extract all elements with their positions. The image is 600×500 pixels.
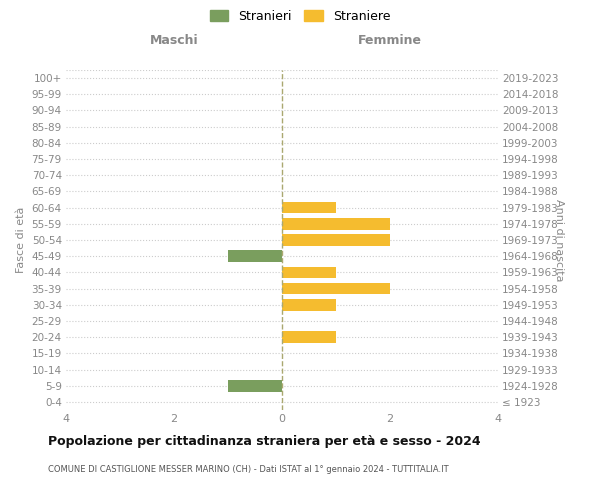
Text: Popolazione per cittadinanza straniera per età e sesso - 2024: Popolazione per cittadinanza straniera p… xyxy=(48,435,481,448)
Text: COMUNE DI CASTIGLIONE MESSER MARINO (CH) - Dati ISTAT al 1° gennaio 2024 - TUTTI: COMUNE DI CASTIGLIONE MESSER MARINO (CH)… xyxy=(48,465,449,474)
Bar xyxy=(282,282,390,294)
Y-axis label: Anni di nascita: Anni di nascita xyxy=(554,198,565,281)
Bar xyxy=(282,234,390,246)
Legend: Stranieri, Straniere: Stranieri, Straniere xyxy=(206,6,394,26)
Bar xyxy=(228,250,282,262)
Bar xyxy=(282,202,336,213)
Bar xyxy=(282,218,390,230)
Y-axis label: Fasce di età: Fasce di età xyxy=(16,207,26,273)
Bar xyxy=(282,299,336,310)
Bar xyxy=(228,380,282,392)
Bar xyxy=(282,266,336,278)
Text: Femmine: Femmine xyxy=(358,34,422,48)
Bar xyxy=(282,332,336,343)
Text: Maschi: Maschi xyxy=(149,34,199,48)
